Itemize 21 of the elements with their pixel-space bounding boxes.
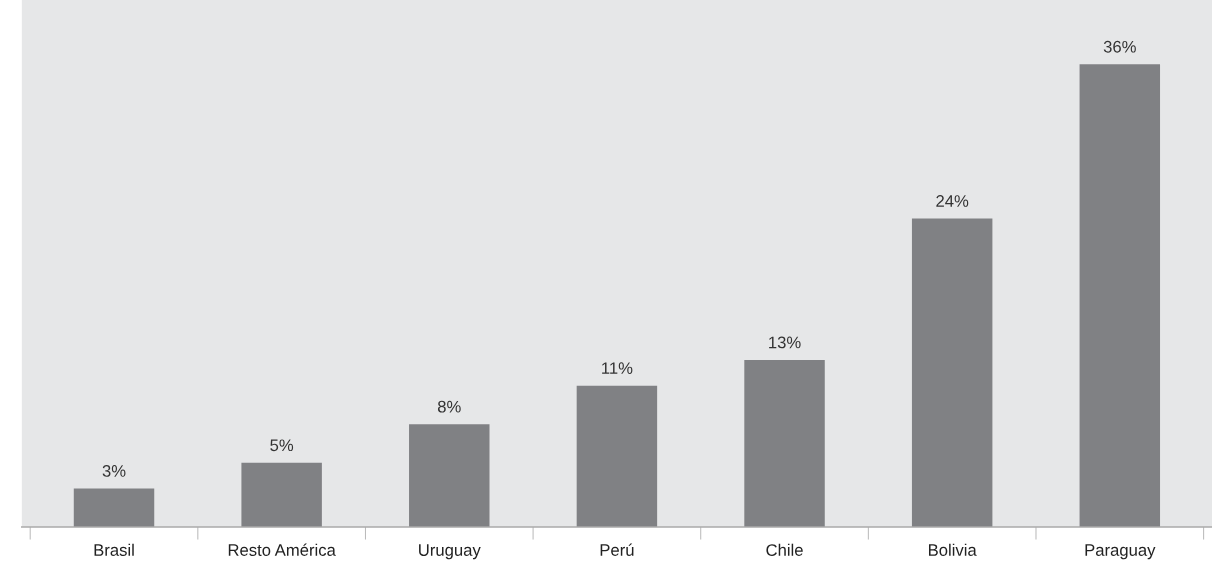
x-tick-label: Paraguay: [1085, 544, 1156, 560]
x-tick-label: Resto América: [228, 543, 336, 556]
data-label: 36%: [1103, 40, 1136, 53]
bar: [409, 424, 490, 528]
x-tick-label: Bolivia: [928, 543, 977, 556]
data-label: 5%: [270, 439, 294, 452]
bar: [241, 462, 322, 528]
bar: [73, 488, 155, 528]
data-label: 11%: [602, 362, 633, 374]
data-label: 8%: [437, 400, 461, 413]
data-label: 24%: [936, 195, 969, 207]
bar: [576, 385, 658, 528]
data-label: 3%: [102, 465, 126, 477]
x-tick-label: Brasil: [94, 543, 134, 556]
bar: [911, 218, 993, 528]
bar: [1079, 64, 1161, 528]
x-tick-label: Perú: [600, 543, 634, 556]
data-label: 13%: [769, 336, 801, 349]
x-tick-label: Uruguay: [419, 544, 481, 560]
x-tick-label: Chile: [766, 543, 803, 556]
bar: [744, 359, 825, 528]
